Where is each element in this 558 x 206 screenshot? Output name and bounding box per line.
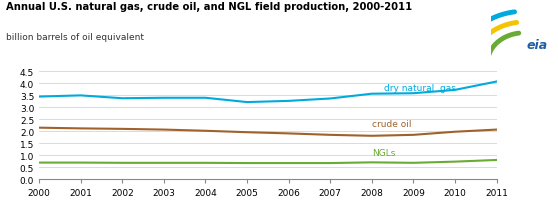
Text: crude oil: crude oil [372,119,411,128]
Text: billion barrels of oil equivalent: billion barrels of oil equivalent [6,33,143,42]
Text: Annual U.S. natural gas, crude oil, and NGL field production, 2000-2011: Annual U.S. natural gas, crude oil, and … [6,2,412,12]
Text: eia: eia [527,38,548,51]
Text: dry natural  gas: dry natural gas [384,84,456,93]
Text: NGLs: NGLs [372,148,395,157]
